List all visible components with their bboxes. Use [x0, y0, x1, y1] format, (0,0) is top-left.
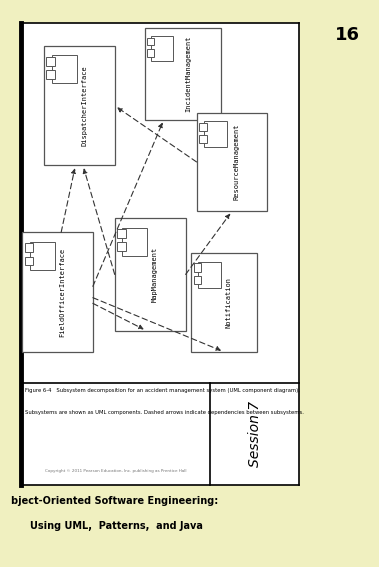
Text: DispatcherInterface: DispatcherInterface [81, 65, 87, 146]
Bar [194, 264, 202, 272]
Bar [117, 229, 126, 238]
Text: Using UML,  Patterns,  and Java: Using UML, Patterns, and Java [30, 521, 203, 531]
Bar [147, 49, 154, 57]
Bar [25, 243, 33, 252]
Bar [191, 253, 257, 352]
Bar [117, 243, 126, 251]
Bar [122, 227, 147, 256]
Bar [204, 121, 227, 147]
Text: Session 7: Session 7 [248, 401, 262, 467]
Bar [22, 232, 93, 352]
Bar [25, 256, 33, 265]
Text: Copyright © 2011 Pearson Education, Inc. publishing as Prentice Hall: Copyright © 2011 Pearson Education, Inc.… [45, 469, 186, 473]
Bar [199, 136, 207, 143]
Text: bject-Oriented Software Engineering:: bject-Oriented Software Engineering: [11, 496, 219, 506]
Text: ResourceManagement: ResourceManagement [234, 124, 240, 200]
Bar [198, 262, 221, 288]
Bar [152, 36, 173, 61]
Text: Figure 6-4   Subsystem decomposition for an accident management system (UML comp: Figure 6-4 Subsystem decomposition for a… [25, 388, 299, 393]
Bar [46, 70, 55, 79]
Bar [115, 218, 186, 331]
Bar [194, 276, 202, 284]
Bar [147, 38, 154, 45]
Text: IncidentManagement: IncidentManagement [185, 36, 191, 112]
Text: FieldOfficerInterface: FieldOfficerInterface [60, 247, 65, 337]
Text: Subsystems are shown as UML components. Dashed arrows indicate dependencies betw: Subsystems are shown as UML components. … [25, 410, 304, 415]
Text: MapManagement: MapManagement [152, 247, 158, 302]
Bar [145, 28, 221, 120]
Text: 16: 16 [335, 26, 360, 44]
Bar [46, 57, 55, 66]
Bar [52, 55, 77, 83]
Bar [30, 242, 55, 269]
Bar [197, 113, 268, 211]
Text: Notification: Notification [226, 277, 232, 328]
Bar [21, 23, 299, 485]
Bar [199, 123, 207, 131]
Bar [44, 46, 115, 166]
